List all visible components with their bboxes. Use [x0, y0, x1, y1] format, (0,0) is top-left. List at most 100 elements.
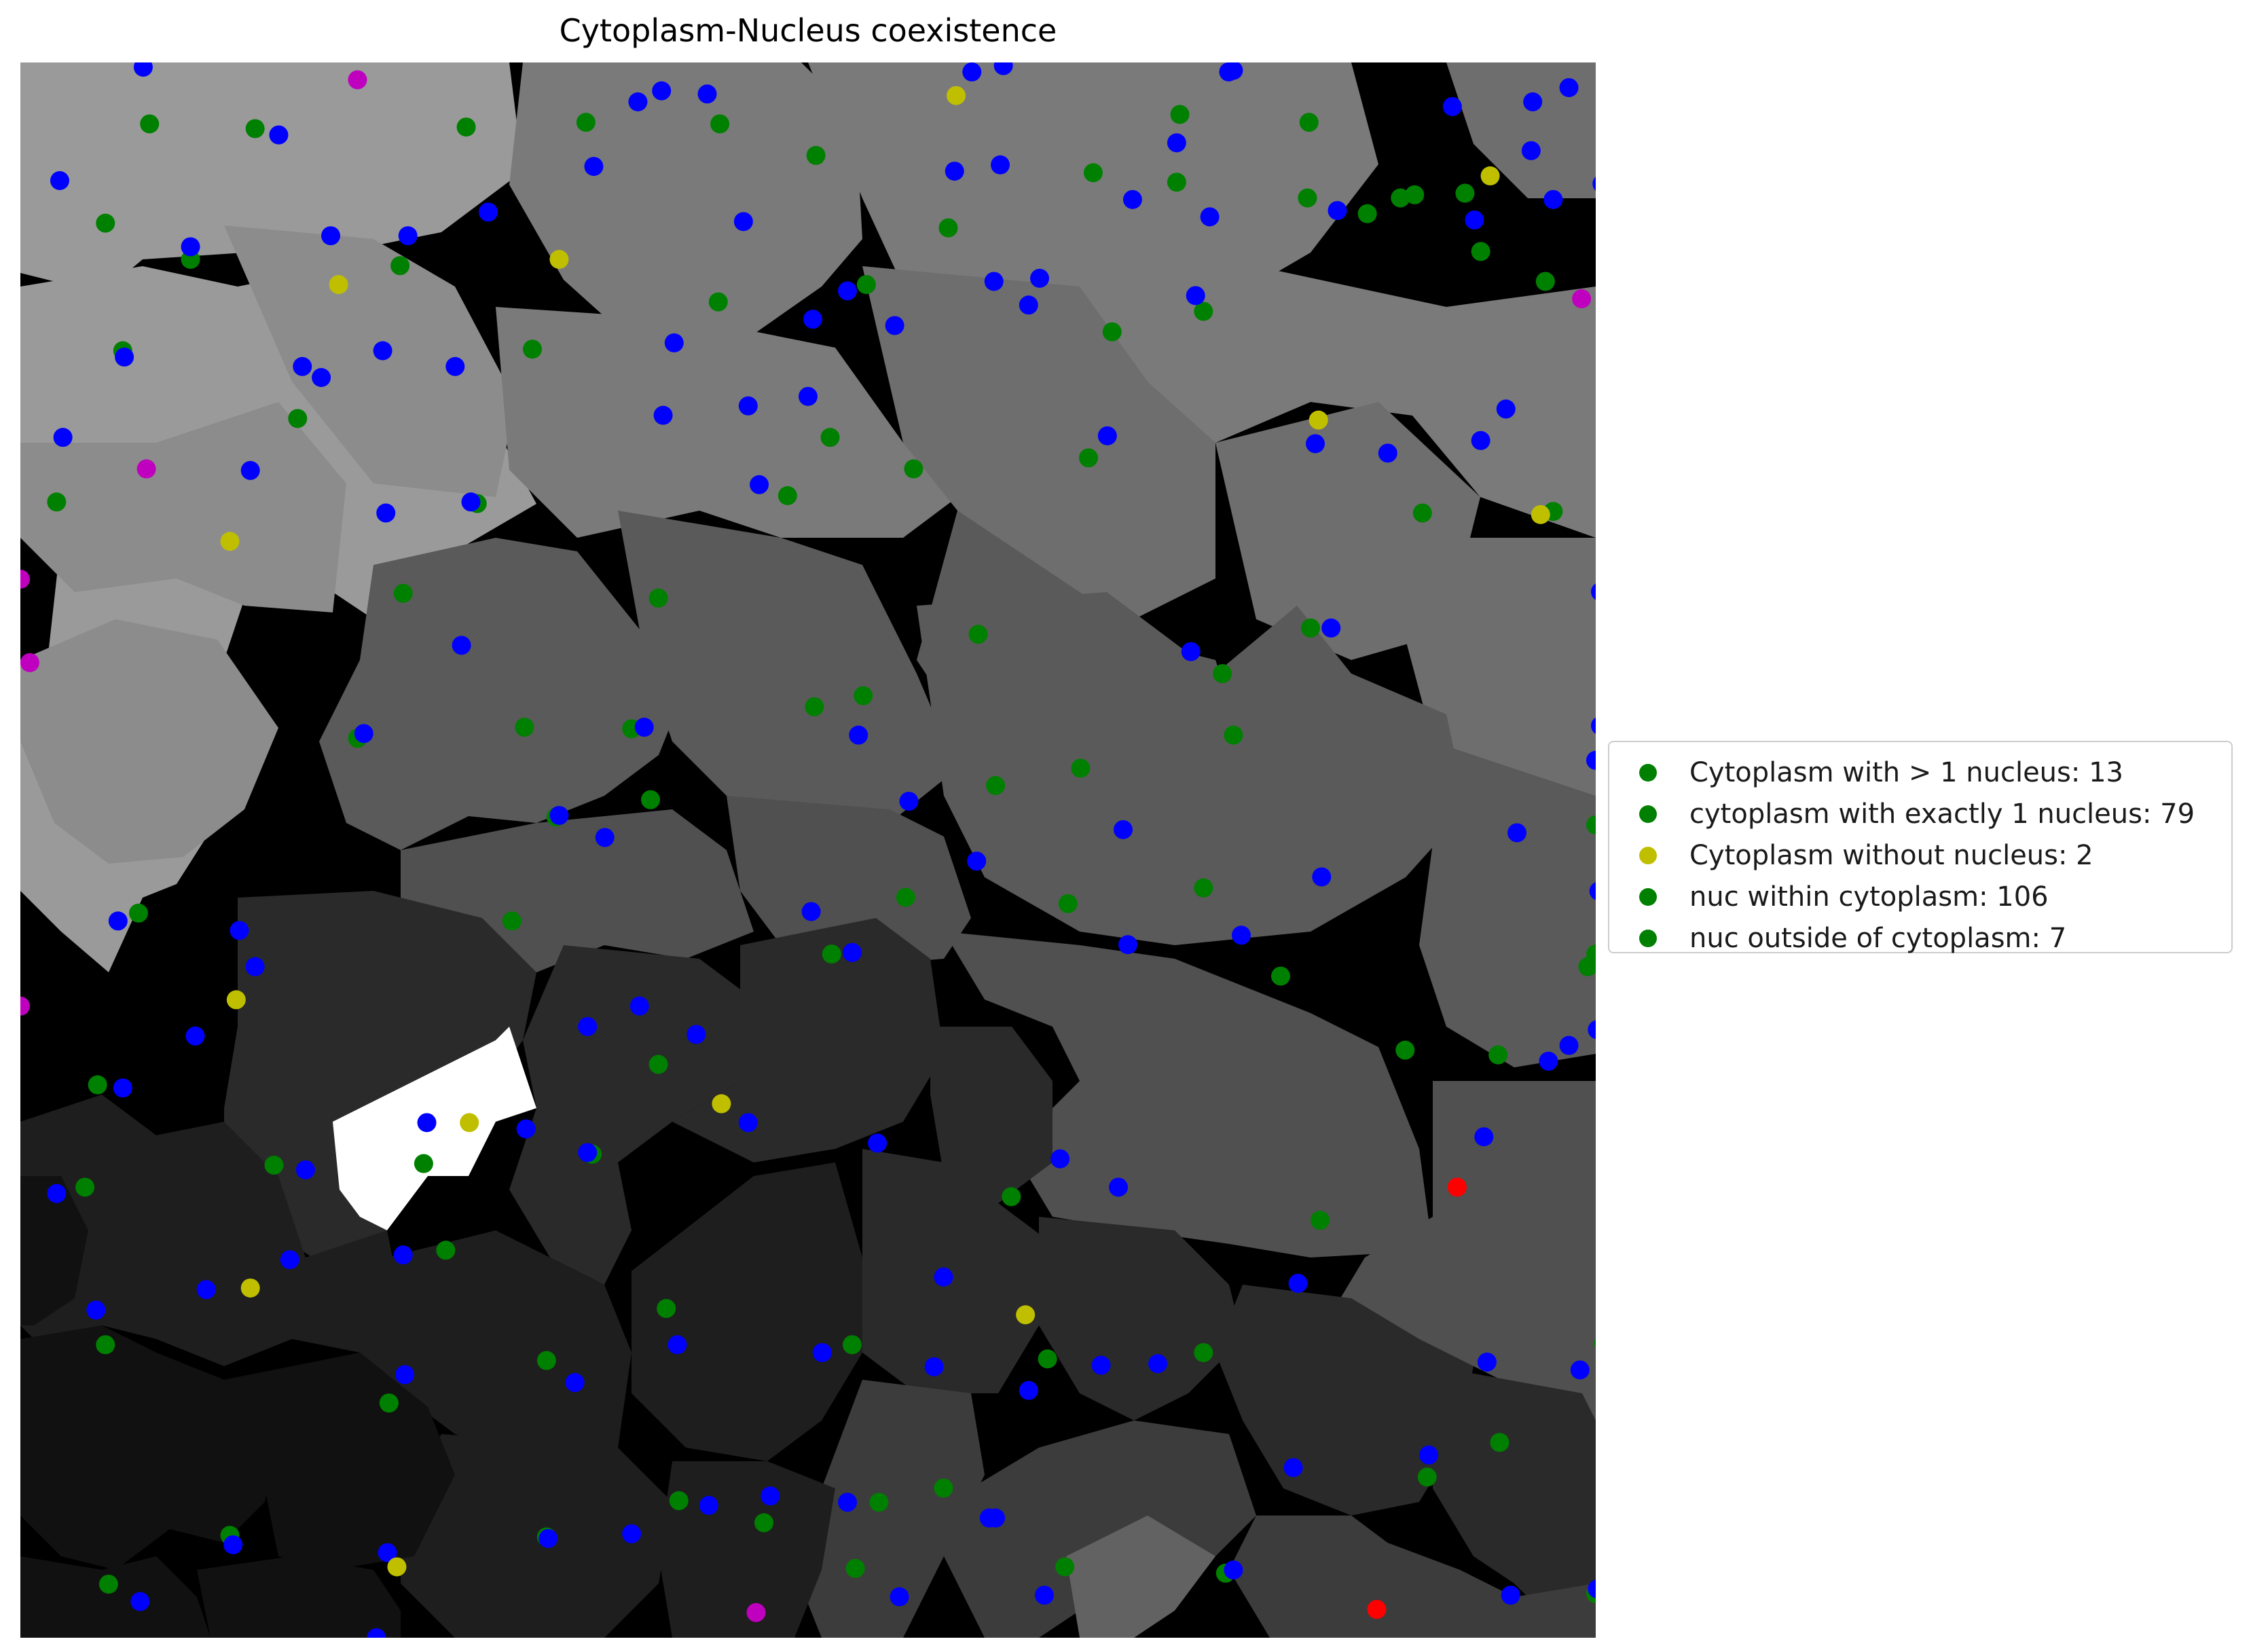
- green-point: [88, 1075, 107, 1095]
- blue-point: [1442, 96, 1462, 116]
- blue-point: [47, 1183, 67, 1203]
- blue-point: [1586, 750, 1596, 770]
- green-point: [1311, 1211, 1330, 1230]
- blue-point: [1288, 1274, 1308, 1293]
- green-point: [648, 588, 668, 608]
- green-point: [1298, 188, 1317, 208]
- yellow-point: [1016, 1305, 1036, 1325]
- green-point: [1391, 188, 1410, 208]
- blue-point: [1312, 867, 1332, 887]
- green-point: [1357, 204, 1377, 223]
- blue-point: [452, 636, 471, 655]
- yellow-point: [1308, 410, 1328, 430]
- blue-point: [842, 942, 862, 962]
- green-point: [854, 686, 873, 705]
- green-point: [986, 775, 1006, 795]
- blue-point: [376, 503, 396, 523]
- blue-point: [223, 1535, 243, 1555]
- blue-point: [1501, 1585, 1520, 1605]
- green-point: [1586, 815, 1596, 834]
- blue-point: [1224, 62, 1243, 80]
- green-point: [1213, 664, 1232, 684]
- yellow-point: [240, 1278, 260, 1298]
- green-point: [1299, 113, 1319, 132]
- blue-point: [967, 851, 987, 871]
- legend-marker: [1639, 763, 1657, 782]
- blue-point: [584, 157, 604, 177]
- blue-point: [1465, 210, 1484, 230]
- blue-point: [761, 1486, 780, 1506]
- green-point: [1488, 1045, 1508, 1065]
- blue-point: [1419, 1445, 1439, 1465]
- magenta-point: [746, 1602, 766, 1622]
- legend-item: Cytoplasm without nucleus: 2: [1609, 834, 2231, 876]
- blue-point: [885, 316, 904, 335]
- green-point: [414, 1154, 433, 1173]
- green-point: [934, 1478, 953, 1498]
- legend-item: Cytoplasm with > 1 nucleus: 13: [1609, 752, 2231, 793]
- green-point: [805, 697, 824, 716]
- blue-point: [1200, 207, 1220, 227]
- green-point: [1083, 163, 1103, 183]
- green-point: [1490, 1433, 1509, 1452]
- green-point: [436, 1241, 456, 1260]
- blue-point: [1224, 1560, 1243, 1580]
- green-point: [98, 1575, 118, 1594]
- legend-marker: [1639, 887, 1657, 906]
- blue-point: [838, 1492, 857, 1512]
- blue-point: [516, 1119, 536, 1139]
- green-point: [523, 339, 542, 359]
- yellow-point: [947, 86, 966, 105]
- blue-point: [86, 1300, 106, 1320]
- green-point: [129, 903, 148, 923]
- blue-point: [962, 62, 982, 81]
- blue-point: [984, 272, 1004, 291]
- magenta-point: [136, 459, 156, 479]
- legend-marker: [1639, 805, 1657, 823]
- green-point: [96, 1335, 115, 1355]
- blue-point: [1590, 583, 1596, 600]
- green-point: [1038, 1349, 1057, 1369]
- blue-point: [993, 62, 1013, 75]
- blue-point: [578, 1143, 598, 1162]
- green-point: [1194, 301, 1213, 321]
- blue-point: [1592, 177, 1596, 191]
- cell-region-lightpatch: [1066, 1516, 1215, 1638]
- blue-point: [1122, 189, 1142, 209]
- blue-point: [1114, 820, 1133, 839]
- legend-label: nuc within cytoplasm: 106: [1689, 881, 2049, 913]
- green-point: [648, 1054, 668, 1074]
- green-point: [1301, 618, 1321, 638]
- blue-point: [1050, 1149, 1070, 1169]
- blue-point: [991, 155, 1010, 175]
- blue-point: [667, 1335, 687, 1355]
- green-point: [1002, 1187, 1021, 1207]
- green-point: [1405, 185, 1425, 204]
- blue-point: [1588, 1579, 1596, 1598]
- green-point: [1586, 944, 1596, 964]
- blue-point: [230, 921, 249, 940]
- blue-point: [53, 428, 73, 447]
- blue-point: [1283, 1458, 1303, 1477]
- blue-point: [1148, 1354, 1168, 1374]
- green-point: [938, 218, 958, 238]
- green-point: [1102, 322, 1122, 342]
- green-point: [754, 1513, 774, 1532]
- blue-point: [899, 792, 919, 811]
- blue-point: [1306, 434, 1325, 454]
- blue-point: [479, 202, 498, 222]
- blue-point: [634, 718, 654, 737]
- yellow-point: [1480, 166, 1500, 186]
- legend-item: cytoplasm with exactly 1 nucleus: 79: [1609, 793, 2231, 834]
- blue-point: [395, 1365, 415, 1384]
- legend: Cytoplasm with > 1 nucleus: 13 cytoplasm…: [1608, 741, 2233, 954]
- blue-point: [1328, 201, 1347, 221]
- green-point: [288, 409, 308, 428]
- green-point: [1417, 1467, 1437, 1487]
- green-point: [1194, 1343, 1213, 1363]
- green-point: [845, 1558, 865, 1578]
- yellow-point: [712, 1094, 731, 1114]
- green-point: [264, 1156, 284, 1175]
- cell-regions-darkest: [20, 1095, 862, 1638]
- blue-point: [1321, 618, 1341, 638]
